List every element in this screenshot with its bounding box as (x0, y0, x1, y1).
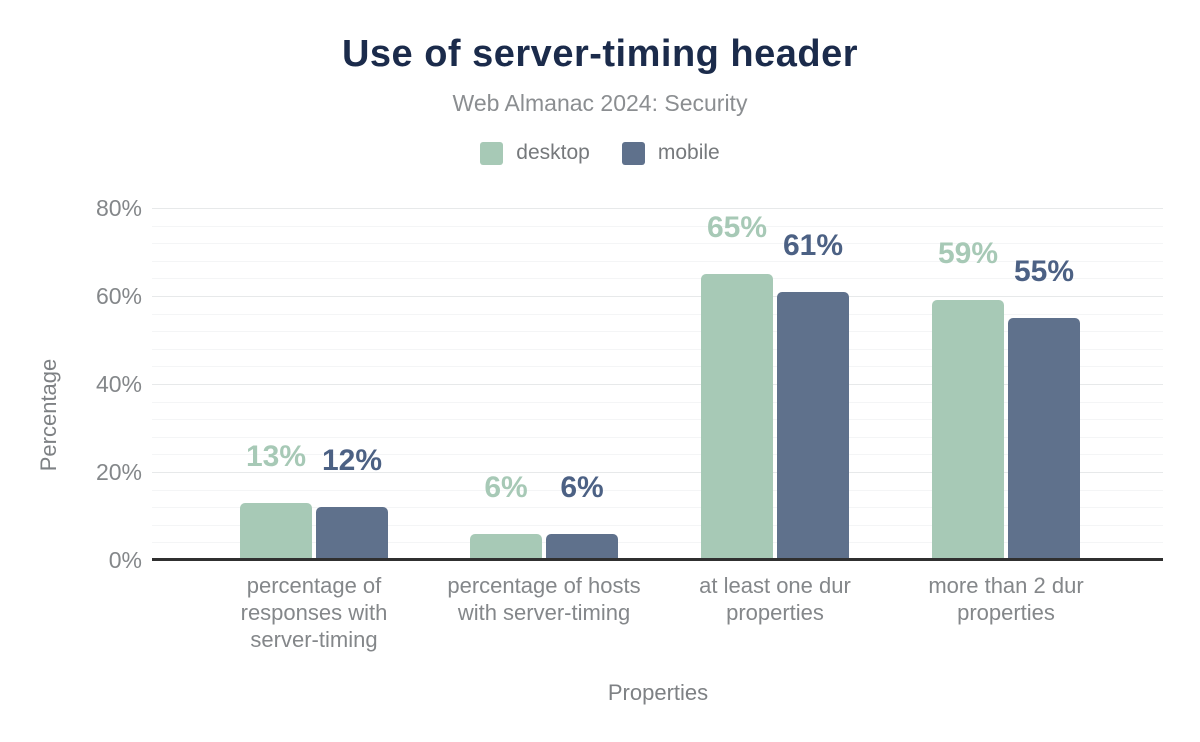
gridline-minor (152, 314, 1163, 315)
gridline-minor (152, 437, 1163, 438)
gridline-major (152, 208, 1163, 209)
gridline-minor (152, 261, 1163, 262)
gridline-minor (152, 525, 1163, 526)
legend-swatch-mobile-icon (621, 141, 645, 165)
bar-value-label-desktop-0: 13% (245, 440, 307, 473)
gridline-minor (152, 331, 1163, 332)
gridline-minor (152, 542, 1163, 543)
x-axis-title: Properties (607, 680, 709, 705)
bar-value-label-mobile-3: 55% (1013, 255, 1075, 288)
gridline-minor (152, 226, 1163, 227)
legend-item-mobile: mobile (621, 141, 720, 165)
legend-label-mobile: mobile (657, 141, 720, 164)
bar-mobile-2[interactable] (777, 292, 849, 560)
bar-value-label-desktop-1: 6% (484, 471, 528, 504)
y-tick-label: 40% (95, 371, 142, 397)
category-label-0: percentage of responses with server-timi… (240, 573, 388, 652)
bar-value-label-mobile-1: 6% (560, 471, 604, 504)
bar-value-label-desktop-3: 59% (937, 237, 999, 270)
category-label-3: more than 2 dur properties (928, 573, 1084, 625)
y-tick-label: 60% (95, 283, 142, 309)
bar-mobile-0[interactable] (316, 507, 388, 560)
gridline-minor (152, 490, 1163, 491)
legend: desktop mobile (0, 140, 1200, 166)
y-tick-label: 0% (108, 547, 142, 573)
bar-mobile-1[interactable] (546, 534, 618, 560)
gridline-minor (152, 278, 1163, 279)
bar-desktop-1[interactable] (470, 534, 542, 560)
bar-desktop-0[interactable] (240, 503, 312, 560)
y-tick-label: 20% (95, 459, 142, 485)
gridline-minor (152, 419, 1163, 420)
bar-value-label-desktop-2: 65% (706, 211, 768, 244)
gridline-major (152, 296, 1163, 297)
gridline-major (152, 384, 1163, 385)
category-label-1: percentage of hosts with server-timing (447, 573, 641, 625)
bar-value-label-mobile-0: 12% (321, 444, 383, 477)
bar-desktop-3[interactable] (932, 300, 1004, 560)
gridline-minor (152, 243, 1163, 244)
legend-swatch-desktop-icon (480, 141, 504, 165)
x-axis-line (152, 558, 1163, 561)
chart-title: Use of server-timing header (341, 33, 859, 75)
gridline-minor (152, 349, 1163, 350)
legend-item-desktop: desktop (480, 141, 590, 165)
y-axis-title: Percentage (36, 358, 61, 472)
gridline-major (152, 472, 1163, 473)
bar-mobile-3[interactable] (1008, 318, 1080, 560)
gridline-minor (152, 507, 1163, 508)
chart-subtitle: Web Almanac 2024: Security (452, 90, 748, 116)
category-label-2: at least one dur properties (699, 573, 851, 625)
bar-value-label-mobile-2: 61% (782, 229, 844, 262)
legend-label-desktop: desktop (516, 141, 590, 164)
gridline-minor (152, 402, 1163, 403)
gridline-minor (152, 366, 1163, 367)
y-tick-label: 80% (95, 195, 142, 221)
gridline-minor (152, 454, 1163, 455)
bar-desktop-2[interactable] (701, 274, 773, 560)
